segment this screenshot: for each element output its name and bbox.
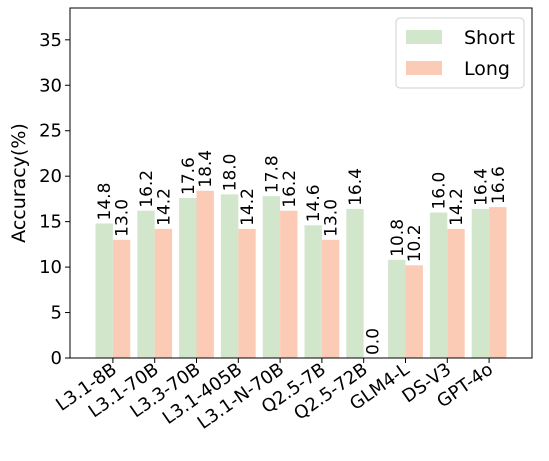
y-tick-label: 30 xyxy=(39,75,62,96)
data-label-long: 18.4 xyxy=(196,150,216,188)
bars xyxy=(95,190,507,358)
bar-short xyxy=(471,208,490,358)
bar-long xyxy=(154,228,173,358)
bar-long xyxy=(447,228,465,358)
bar-short xyxy=(346,208,364,358)
data-label-short: 18.0 xyxy=(221,154,241,192)
data-label-short: 16.0 xyxy=(430,172,450,210)
y-tick-label: 5 xyxy=(51,303,62,324)
data-label-long: 0.0 xyxy=(363,328,383,355)
data-label-long: 14.2 xyxy=(154,188,174,226)
bar-short xyxy=(179,198,197,358)
legend-label-long: Long xyxy=(464,58,510,80)
data-label-short: 16.2 xyxy=(137,170,157,208)
data-label-long: 14.2 xyxy=(447,188,467,226)
bar-long xyxy=(405,265,423,358)
plot-frame xyxy=(69,7,533,359)
data-label-short: 14.6 xyxy=(304,184,324,222)
x-axis: L3.1-8BL3.1-70BL3.3-70BL3.1-405BL3.1-N-7… xyxy=(52,358,497,434)
data-label-short: 14.8 xyxy=(95,183,115,221)
bar-long xyxy=(196,190,214,358)
bar-short xyxy=(95,223,113,358)
legend-swatch-long xyxy=(406,61,442,75)
data-label-long: 13.0 xyxy=(322,199,342,237)
bar-short xyxy=(304,225,322,358)
bar-short xyxy=(262,196,281,358)
bar-short xyxy=(220,194,239,358)
data-label-long: 14.2 xyxy=(238,188,258,226)
bar-long xyxy=(280,210,298,358)
data-label-long: 16.6 xyxy=(489,166,509,204)
y-tick-label: 15 xyxy=(39,212,62,233)
plot-area: 14.813.016.214.217.618.4 18.014.217.816.2… xyxy=(69,7,533,359)
bar-long xyxy=(238,228,256,358)
data-label-long: 16.2 xyxy=(280,170,300,208)
y-tick-label: 0 xyxy=(51,348,62,369)
bar-short xyxy=(429,212,448,358)
y-axis: 0 5 10 15 20 25 30 35 xyxy=(39,30,70,369)
y-tick-label: 10 xyxy=(39,257,62,278)
bar-long xyxy=(112,239,131,358)
bar-long xyxy=(489,207,507,358)
data-labels: 14.813.016.214.217.618.4 18.014.217.816.2… xyxy=(95,150,509,355)
data-label-short: 16.4 xyxy=(471,168,491,206)
data-label-short: 10.8 xyxy=(388,219,408,257)
y-tick-label: 35 xyxy=(39,30,62,51)
data-label-short: 17.8 xyxy=(262,155,282,193)
bar-short xyxy=(137,210,155,358)
y-tick-label: 25 xyxy=(39,121,62,142)
bar-short xyxy=(388,259,406,358)
data-label-short: 16.4 xyxy=(346,168,366,206)
data-label-long: 10.2 xyxy=(405,224,425,262)
y-axis-label: Accuracy(%) xyxy=(8,123,30,243)
legend-label-short: Short xyxy=(464,27,515,49)
legend: Short Long xyxy=(395,17,525,89)
bar-long xyxy=(321,239,340,358)
data-label-short: 17.6 xyxy=(179,157,199,195)
legend-swatch-short xyxy=(406,30,442,44)
data-label-long: 13.0 xyxy=(113,199,133,237)
y-tick-label: 20 xyxy=(39,166,62,187)
